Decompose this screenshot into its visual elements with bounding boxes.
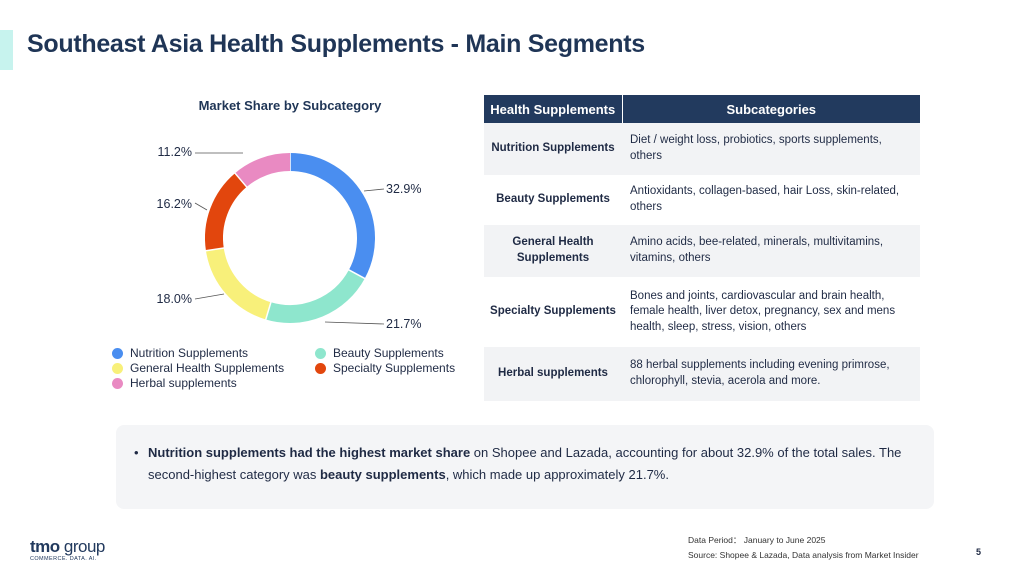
slice-separator: [264, 301, 272, 321]
leader-line-specialty: [194, 202, 208, 211]
title-accent-bar: [0, 30, 13, 70]
legend-item-specialty: Specialty Supplements: [315, 361, 455, 375]
slice-separator: [204, 247, 225, 252]
insight-text: • Nutrition supplements had the highest …: [134, 442, 908, 486]
donut-slice-specialty: [205, 173, 247, 251]
leader-line-nutrition: [363, 188, 385, 192]
table-cell-subcategories: Antioxidants, collagen-based, hair Loss,…: [622, 175, 920, 225]
logo-brand: tmo: [30, 537, 60, 556]
legend-label-herbal: Herbal supplements: [130, 376, 237, 390]
bullet-icon: •: [134, 445, 139, 460]
table-cell-category: General Health Supplements: [484, 225, 622, 277]
table-row: Herbal supplements 88 herbal supplements…: [484, 347, 920, 401]
insight-highlight-1: Nutrition supplements had the highest ma…: [148, 445, 471, 460]
table-cell-category: Specialty Supplements: [484, 277, 622, 347]
insight-note: • Nutrition supplements had the highest …: [116, 425, 934, 509]
table-cell-subcategories: Diet / weight loss, probiotics, sports s…: [622, 123, 920, 175]
logo-tagline: COMMERCE. DATA. AI.: [30, 556, 97, 562]
data-label-specialty: 16.2%: [157, 197, 192, 211]
table-row: Specialty Supplements Bones and joints, …: [484, 277, 920, 347]
donut-slice-general-health: [205, 247, 272, 320]
table-cell-subcategories: Bones and joints, cardiovascular and bra…: [622, 277, 920, 347]
table-header-subcategories: Subcategories: [622, 95, 920, 123]
legend-item-beauty: Beauty Supplements: [315, 346, 444, 360]
table-cell-category: Beauty Supplements: [484, 175, 622, 225]
company-logo: tmo group COMMERCE. DATA. AI.: [30, 537, 105, 562]
legend-swatch-general-health: [112, 362, 123, 374]
legend-swatch-herbal: [112, 377, 123, 389]
supplements-table: Health Supplements Subcategories Nutriti…: [484, 95, 920, 401]
insight-text-2: on Shopee and Lazada, accounting for abo…: [148, 445, 902, 483]
slice-separator: [347, 268, 366, 280]
insight-highlight-2: beauty supplements: [319, 467, 446, 483]
donut-slice-nutrition: [289, 153, 375, 279]
table-row: General Health Supplements Amino acids, …: [484, 225, 920, 277]
page-title: Southeast Asia Health Supplements - Main…: [27, 30, 645, 58]
legend-swatch-specialty: [315, 362, 326, 374]
table-row: Beauty Supplements Antioxidants, collage…: [484, 175, 920, 225]
table-cell-category: Nutrition Supplements: [484, 123, 622, 175]
legend-item-herbal: Herbal supplements: [112, 376, 237, 390]
legend-swatch-beauty: [315, 347, 326, 359]
data-label-herbal: 11.2%: [157, 145, 192, 159]
donut-slice-herbal: [235, 153, 291, 188]
data-label-beauty: 21.7%: [386, 317, 421, 331]
table-cell-category: Herbal supplements: [484, 347, 622, 401]
legend-label-nutrition: Nutrition Supplements: [130, 346, 249, 360]
leader-line-general-health: [194, 293, 225, 300]
table-row: Nutrition Supplements Diet / weight loss…: [484, 123, 920, 175]
insight-text-4: , which made up approximately 21.7%.: [445, 467, 669, 483]
footer-notes: Data Period： January to June 2025 Source…: [688, 533, 919, 563]
legend-label-beauty: Beauty Supplements: [333, 346, 444, 360]
chart-title: Market Share by Subcategory: [198, 98, 382, 113]
data-source: Source: Shopee & Lazada, Data analysis f…: [688, 549, 919, 560]
slice-separator: [233, 171, 248, 189]
logo-brand-suffix: group: [59, 537, 105, 556]
data-label-general-health: 18.0%: [157, 292, 192, 306]
legend-item-nutrition: Nutrition Supplements: [112, 346, 248, 360]
legend-label-general-health: General Health Supplements: [130, 361, 285, 375]
table-cell-subcategories: 88 herbal supplements including evening …: [622, 347, 920, 401]
donut-slice-beauty: [265, 269, 365, 323]
legend-label-specialty: Specialty Supplements: [333, 361, 456, 375]
page-number: 5: [976, 547, 982, 557]
leader-line-beauty: [324, 321, 385, 325]
table-cell-subcategories: Amino acids, bee-related, minerals, mult…: [622, 225, 920, 277]
table-header-category: Health Supplements: [484, 95, 623, 123]
legend-swatch-nutrition: [112, 347, 123, 359]
table-header-row: Health Supplements Subcategories: [484, 95, 920, 123]
data-period: Data Period： January to June 2025: [688, 535, 826, 545]
data-label-nutrition: 32.9%: [386, 182, 421, 196]
legend-item-general-health: General Health Supplements: [112, 361, 284, 375]
